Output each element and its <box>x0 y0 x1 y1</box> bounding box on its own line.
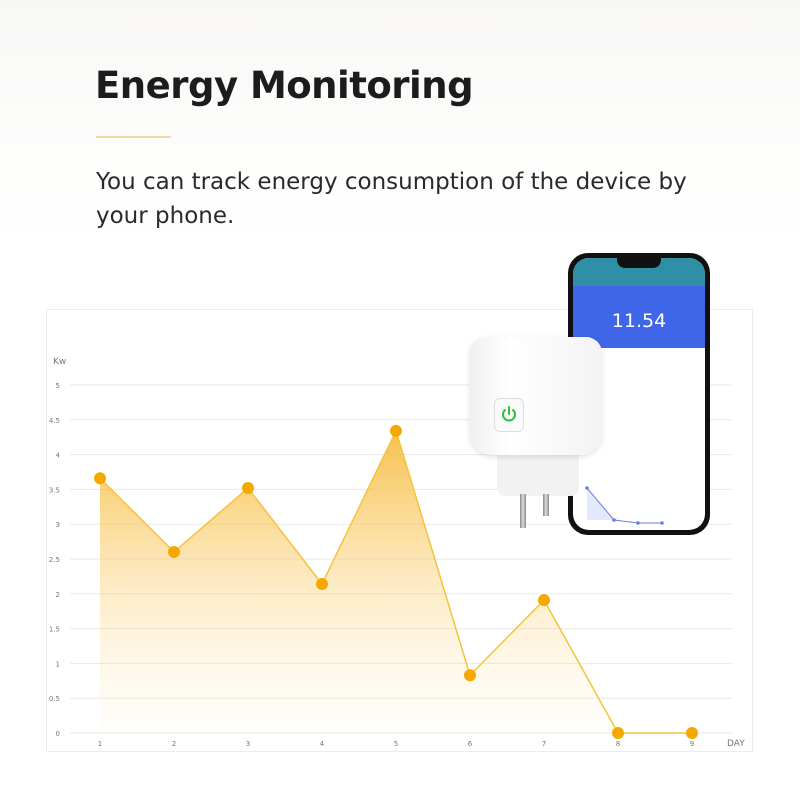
y-tick-label: 2 <box>56 591 60 599</box>
data-point <box>612 727 624 739</box>
y-tick-label: 3.5 <box>49 486 60 494</box>
hero-background <box>0 0 800 250</box>
page-subtitle: You can track energy consumption of the … <box>96 169 687 229</box>
plug-power-button <box>494 398 524 432</box>
y-tick-label: 0 <box>56 730 60 738</box>
y-tick-label: 4 <box>56 452 61 460</box>
y-tick-label: 1 <box>56 660 60 668</box>
plug-base <box>497 450 579 496</box>
phone-notch <box>617 258 661 268</box>
x-tick-label: 4 <box>320 740 325 748</box>
x-tick-label: 2 <box>172 740 176 748</box>
mini-chart <box>585 486 664 525</box>
data-point <box>316 578 328 591</box>
chart-panel <box>46 309 753 752</box>
area-fill <box>100 430 692 733</box>
x-tick-label: 9 <box>690 740 694 748</box>
x-tick-label: 7 <box>542 740 546 748</box>
y-axis-label: Kw <box>53 357 66 367</box>
data-point <box>686 727 698 739</box>
plug-pin <box>520 494 526 528</box>
x-tick-label: 8 <box>616 740 620 748</box>
y-tick-label: 4.5 <box>49 417 60 425</box>
y-tick-label: 5 <box>56 382 60 390</box>
x-tick-label: 5 <box>394 740 398 748</box>
data-point <box>390 424 402 437</box>
phone-screen: 11.54 <box>573 258 705 530</box>
smart-plug-image <box>470 337 602 455</box>
y-tick-label: 2.5 <box>49 556 60 564</box>
data-point <box>538 594 550 607</box>
energy-reading: 11.54 <box>611 310 667 332</box>
y-tick-label: 3 <box>56 521 60 529</box>
y-tick-label: 1.5 <box>49 626 60 634</box>
data-point <box>168 546 180 559</box>
plug-pin <box>543 494 549 516</box>
data-point <box>464 669 476 682</box>
x-tick-label: 1 <box>98 740 102 748</box>
y-tick-label: 0.5 <box>49 695 60 703</box>
page-title: Energy Monitoring <box>95 64 474 107</box>
title-divider <box>96 136 171 138</box>
data-point <box>94 472 106 485</box>
x-tick-label: 6 <box>468 740 473 748</box>
x-tick-label: 3 <box>246 740 250 748</box>
phone-image: 11.54 <box>568 253 710 535</box>
x-axis-label: DAY <box>727 739 745 749</box>
power-icon <box>502 406 516 422</box>
data-point <box>242 482 254 495</box>
reading-card <box>573 286 705 348</box>
